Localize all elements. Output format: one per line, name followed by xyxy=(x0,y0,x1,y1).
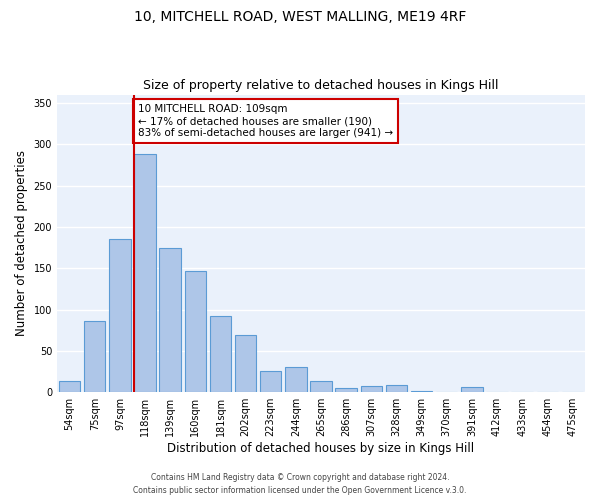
Y-axis label: Number of detached properties: Number of detached properties xyxy=(15,150,28,336)
Bar xyxy=(386,385,407,392)
Bar xyxy=(210,316,231,392)
Bar xyxy=(134,154,156,392)
Bar xyxy=(310,380,332,392)
Title: Size of property relative to detached houses in Kings Hill: Size of property relative to detached ho… xyxy=(143,79,499,92)
Bar xyxy=(461,387,482,392)
Bar xyxy=(335,388,357,392)
Bar xyxy=(411,390,432,392)
Text: 10 MITCHELL ROAD: 109sqm
← 17% of detached houses are smaller (190)
83% of semi-: 10 MITCHELL ROAD: 109sqm ← 17% of detach… xyxy=(138,104,393,138)
Text: 10, MITCHELL ROAD, WEST MALLING, ME19 4RF: 10, MITCHELL ROAD, WEST MALLING, ME19 4R… xyxy=(134,10,466,24)
Text: Contains HM Land Registry data © Crown copyright and database right 2024.
Contai: Contains HM Land Registry data © Crown c… xyxy=(133,474,467,495)
Bar xyxy=(185,270,206,392)
X-axis label: Distribution of detached houses by size in Kings Hill: Distribution of detached houses by size … xyxy=(167,442,475,455)
Bar xyxy=(59,382,80,392)
Bar xyxy=(84,321,106,392)
Bar xyxy=(235,335,256,392)
Bar xyxy=(160,248,181,392)
Bar xyxy=(109,239,131,392)
Bar xyxy=(285,368,307,392)
Bar xyxy=(361,386,382,392)
Bar xyxy=(260,370,281,392)
